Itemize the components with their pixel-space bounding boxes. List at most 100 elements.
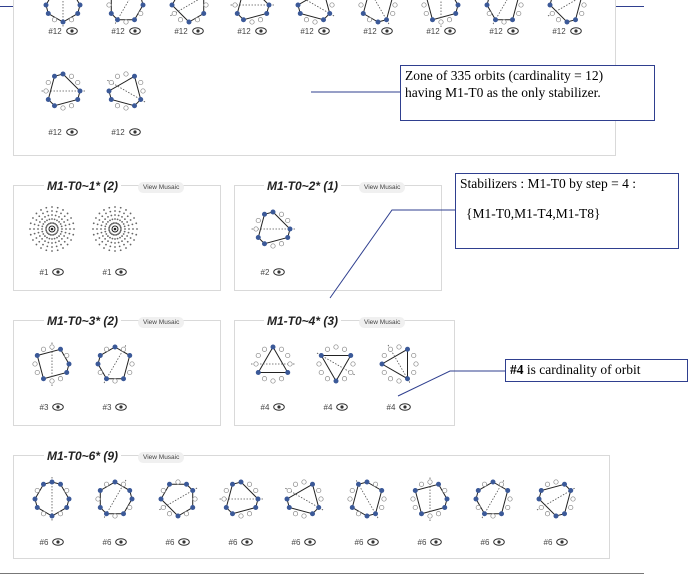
cardinality-text: is cardinality of orbit xyxy=(523,362,641,377)
zone-orbit[interactable]: #12 xyxy=(164,0,214,36)
group-orbit[interactable]: #3 xyxy=(27,339,77,412)
cardinality-label: #6 xyxy=(228,537,238,547)
group-title: M1-T0~2* (1) xyxy=(264,179,342,193)
orbit-caption: #2 xyxy=(248,266,298,278)
zone-orbit[interactable]: #12 xyxy=(101,66,151,137)
eye-icon[interactable] xyxy=(493,538,506,546)
eye-icon[interactable] xyxy=(254,27,267,35)
eye-icon[interactable] xyxy=(52,403,65,411)
zone-orbit[interactable]: #12 xyxy=(353,0,403,36)
zone-orbit[interactable]: #12 xyxy=(227,0,277,36)
view-musaic-button[interactable]: View Musaic xyxy=(359,317,406,328)
orbit-caption: #12 xyxy=(479,25,529,37)
cardinality-value: #4 xyxy=(510,362,524,377)
view-musaic-button[interactable]: View Musaic xyxy=(138,452,185,463)
orbit-caption: #12 xyxy=(353,25,403,37)
orbit-caption: #4 xyxy=(374,401,424,413)
eye-icon[interactable] xyxy=(506,27,519,35)
bottom-rule xyxy=(0,573,644,574)
group-orbit[interactable]: #4 xyxy=(248,339,298,412)
cardinality-label: #6 xyxy=(417,537,427,547)
group-orbit[interactable]: #6 xyxy=(531,474,581,547)
zone-orbit[interactable]: #12 xyxy=(542,0,592,36)
group-orbit[interactable]: #3 xyxy=(90,339,140,412)
zone-orbit[interactable]: #12 xyxy=(38,0,88,36)
orbit-caption: #12 xyxy=(542,25,592,37)
eye-icon[interactable] xyxy=(128,128,141,136)
eye-icon[interactable] xyxy=(273,403,286,411)
cardinality-label: #12 xyxy=(111,127,125,137)
zone-orbit[interactable]: #12 xyxy=(38,66,88,137)
view-musaic-button[interactable]: View Musaic xyxy=(138,317,185,328)
eye-icon[interactable] xyxy=(399,403,412,411)
eye-icon[interactable] xyxy=(115,538,128,546)
cardinality-label: #12 xyxy=(174,26,188,36)
zone-orbit[interactable]: #12 xyxy=(479,0,529,36)
stabilizers-note-line2: {M1-T0,M1-T4,M1-T8} xyxy=(466,205,601,221)
cardinality-label: #3 xyxy=(39,402,49,412)
eye-icon[interactable] xyxy=(569,27,582,35)
orbit-caption: #6 xyxy=(405,536,455,548)
eye-icon[interactable] xyxy=(65,128,78,136)
group-panel-3: M1-T0~3* (2) View Musaic #3 #3 xyxy=(13,314,221,426)
eye-icon[interactable] xyxy=(556,538,569,546)
cardinality-label: #12 xyxy=(489,26,503,36)
eye-icon[interactable] xyxy=(128,27,141,35)
zone-orbit[interactable]: #12 xyxy=(101,0,151,36)
eye-icon[interactable] xyxy=(317,27,330,35)
group-title: M1-T0~4* (3) xyxy=(264,314,342,328)
group-orbit[interactable]: #6 xyxy=(342,474,392,547)
orbit-caption: #6 xyxy=(531,536,581,548)
orbit-caption: #3 xyxy=(90,401,140,413)
group-orbit[interactable]: #6 xyxy=(405,474,455,547)
view-musaic-button[interactable]: View Musaic xyxy=(138,182,185,193)
group-orbit[interactable]: #6 xyxy=(27,474,77,547)
eye-icon[interactable] xyxy=(191,27,204,35)
eye-icon[interactable] xyxy=(52,268,65,276)
eye-icon[interactable] xyxy=(430,538,443,546)
cardinality-label: #2 xyxy=(260,267,270,277)
group-orbit[interactable]: #6 xyxy=(279,474,329,547)
zone-note-line2: having M1-T0 as the only stabilizer. xyxy=(405,84,601,100)
group-orbit[interactable]: #6 xyxy=(153,474,203,547)
zone-orbit[interactable]: #12 xyxy=(290,0,340,36)
orbit-caption: #6 xyxy=(279,536,329,548)
eye-icon[interactable] xyxy=(380,27,393,35)
group-orbit[interactable]: #2 xyxy=(248,204,298,277)
orbit-caption: #6 xyxy=(27,536,77,548)
group-orbit[interactable]: #1 xyxy=(90,204,140,277)
cardinality-label: #6 xyxy=(39,537,49,547)
zone-note-line1: Zone of 335 orbits (cardinality = 12) xyxy=(405,68,604,83)
view-musaic-button[interactable]: View Musaic xyxy=(359,182,406,193)
eye-icon[interactable] xyxy=(336,403,349,411)
eye-icon[interactable] xyxy=(52,538,65,546)
orbit-caption: #4 xyxy=(248,401,298,413)
eye-icon[interactable] xyxy=(115,403,128,411)
cardinality-label: #6 xyxy=(102,537,112,547)
cardinality-label: #1 xyxy=(39,267,49,277)
group-orbit[interactable]: #6 xyxy=(216,474,266,547)
eye-icon[interactable] xyxy=(178,538,191,546)
orbit-caption: #12 xyxy=(416,25,466,37)
group-orbit[interactable]: #4 xyxy=(374,339,424,412)
zone-orbit[interactable]: #12 xyxy=(416,0,466,36)
group-orbit[interactable]: #1 xyxy=(27,204,77,277)
cardinality-label: #12 xyxy=(111,26,125,36)
group-orbit[interactable]: #6 xyxy=(468,474,518,547)
cardinality-label: #6 xyxy=(543,537,553,547)
eye-icon[interactable] xyxy=(241,538,254,546)
eye-icon[interactable] xyxy=(367,538,380,546)
eye-icon[interactable] xyxy=(304,538,317,546)
orbit-caption: #12 xyxy=(38,126,88,138)
group-orbit[interactable]: #6 xyxy=(90,474,140,547)
group-orbit[interactable]: #4 xyxy=(311,339,361,412)
orbit-caption: #12 xyxy=(101,126,151,138)
orbit-caption: #12 xyxy=(101,25,151,37)
eye-icon[interactable] xyxy=(443,27,456,35)
cardinality-label: #4 xyxy=(386,402,396,412)
eye-icon[interactable] xyxy=(273,268,286,276)
eye-icon[interactable] xyxy=(115,268,128,276)
cardinality-label: #3 xyxy=(102,402,112,412)
eye-icon[interactable] xyxy=(65,27,78,35)
group-panel-1: M1-T0~1* (2) View Musaic #1 #1 xyxy=(13,179,221,291)
